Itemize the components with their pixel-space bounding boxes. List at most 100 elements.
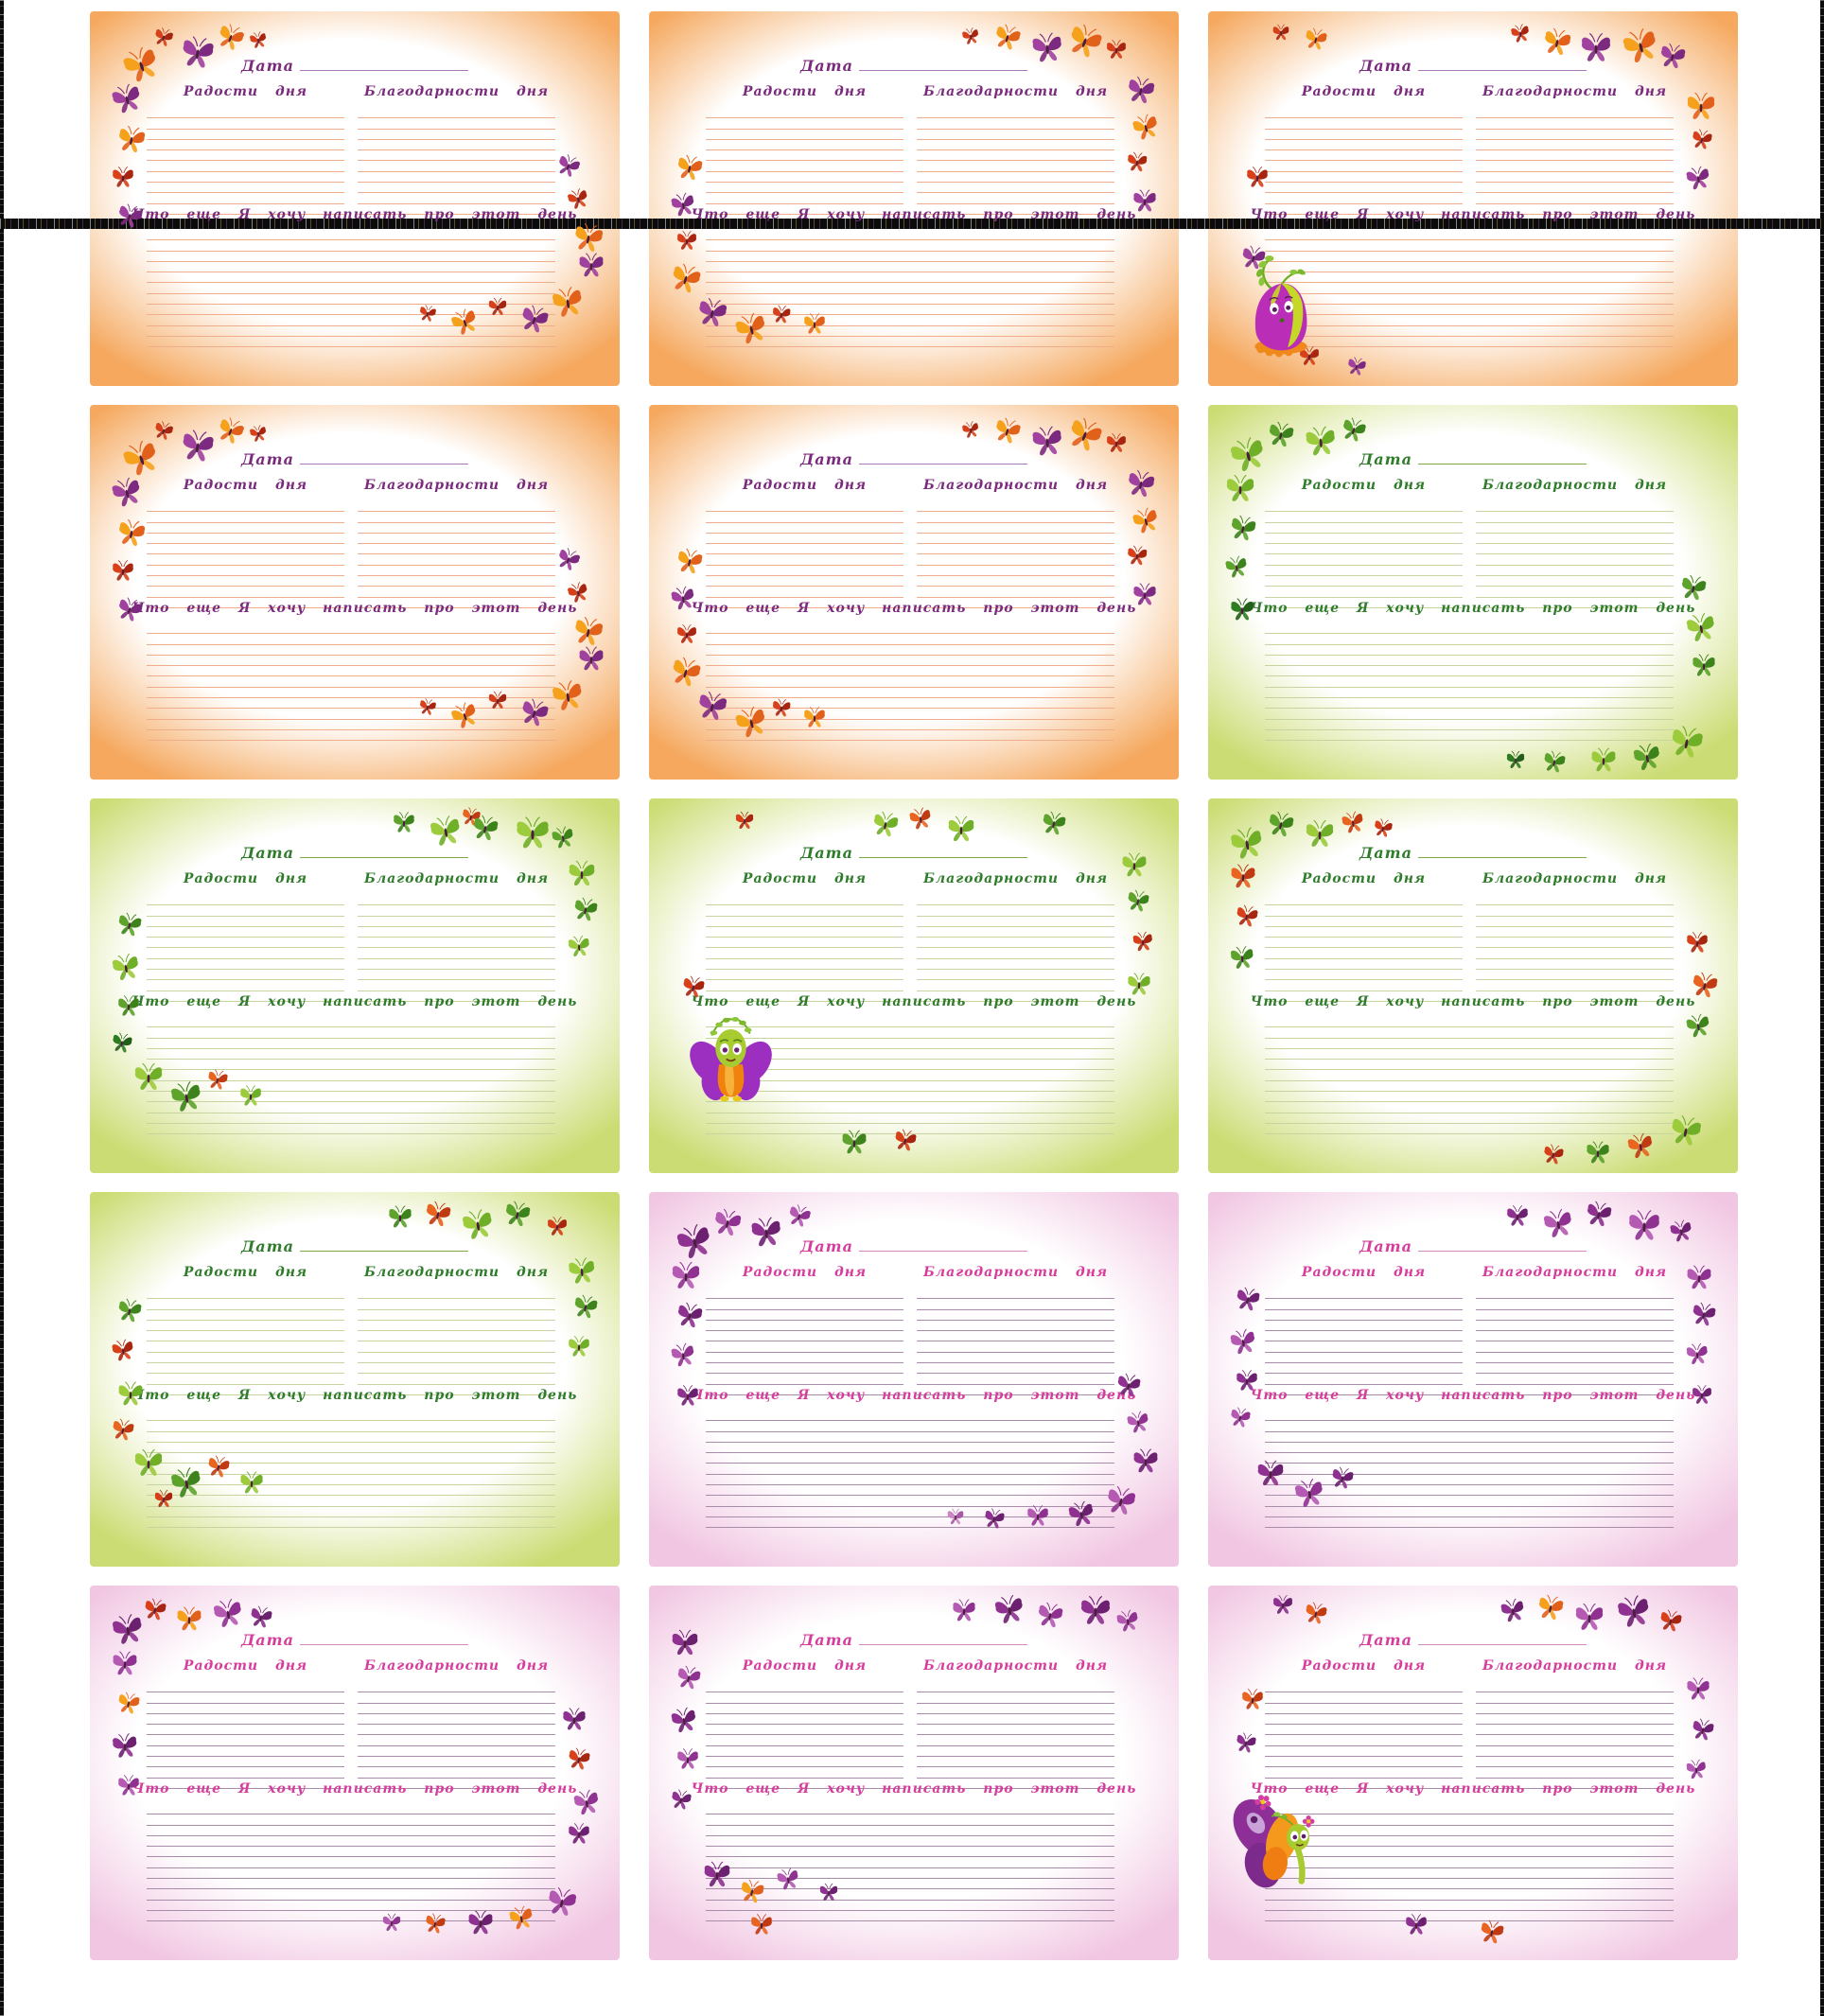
- joys-heading: Радости дня: [183, 1265, 308, 1280]
- ruled-line: [147, 645, 555, 656]
- butterfly-icon: [109, 1029, 135, 1056]
- ruled-line: [1476, 948, 1674, 959]
- ruled-line: [1476, 554, 1674, 566]
- ruled-line: [917, 1767, 1114, 1779]
- joys-lines: [1265, 501, 1463, 608]
- ruled-line: [917, 1363, 1114, 1375]
- gratitude-heading: Благодарности дня: [922, 871, 1109, 886]
- gratitude-heading: Благодарности дня: [1482, 1265, 1668, 1280]
- ruled-line: [917, 140, 1114, 151]
- ruled-line: [147, 1049, 555, 1061]
- butterfly-icon: [1339, 808, 1367, 836]
- ruled-line: [706, 1331, 903, 1342]
- butterfly-icon: [570, 1291, 600, 1322]
- date-row: Дата: [1208, 57, 1738, 76]
- ruled-line: [147, 1767, 344, 1779]
- ruled-line: [147, 252, 555, 262]
- ruled-line: [358, 501, 555, 513]
- gratitude-lines: [917, 108, 1114, 215]
- date-row: Дата: [649, 450, 1179, 469]
- ruled-line: [1476, 905, 1674, 917]
- ruled-line: [1265, 204, 1463, 215]
- ruled-line: [147, 1836, 555, 1848]
- butterfly-icon: [1688, 1299, 1718, 1329]
- ruled-line: [706, 709, 1114, 720]
- ruled-line: [917, 1299, 1114, 1310]
- gratitude-heading: Благодарности дня: [1482, 871, 1668, 886]
- ruled-line: [706, 1826, 1114, 1836]
- extra-lines: [706, 623, 1114, 742]
- butterfly-icon: [1128, 110, 1163, 145]
- ruled-line: [1476, 991, 1674, 1002]
- butterfly-icon: [869, 807, 903, 840]
- ruled-line: [1476, 895, 1674, 906]
- ruled-line: [917, 554, 1114, 566]
- butterfly-icon: [392, 810, 416, 834]
- ruled-line: [1265, 730, 1674, 742]
- ruled-line: [358, 1374, 555, 1385]
- ruled-line: [1265, 534, 1463, 545]
- date-label: Дата: [1359, 1237, 1412, 1255]
- ruled-line: [147, 598, 344, 608]
- ruled-line: [1265, 1113, 1674, 1124]
- ruled-line: [147, 1299, 344, 1310]
- ruled-line: [706, 1714, 903, 1726]
- gratitude-lines: [1476, 1288, 1674, 1395]
- butterfly-icon: [175, 1604, 203, 1633]
- column-headings: Радости дня Благодарности дня: [147, 478, 555, 493]
- ruled-line: [917, 895, 1114, 906]
- ruled-line: [1476, 959, 1674, 971]
- ruled-line: [706, 1310, 903, 1321]
- ruled-line: [1476, 1385, 1674, 1395]
- butterfly-icon: [1222, 552, 1251, 581]
- butterfly-icon: [247, 1603, 275, 1631]
- joys-lines: [706, 108, 903, 215]
- ruled-line: [147, 656, 555, 667]
- ruled-line: [1265, 1826, 1674, 1836]
- butterfly-icon: [784, 1201, 815, 1231]
- columns: [1265, 1682, 1674, 1789]
- ruled-line: [1476, 938, 1674, 949]
- ruled-line: [917, 193, 1114, 204]
- gratitude-lines: [917, 1288, 1114, 1395]
- ruled-line: [147, 1889, 555, 1901]
- joys-heading: Радости дня: [1301, 871, 1427, 886]
- butterfly-icon: [675, 622, 698, 645]
- joys-lines: [706, 895, 903, 1002]
- ruled-line: [706, 140, 903, 151]
- butterfly-icon: [114, 1689, 143, 1717]
- ruled-line: [706, 1868, 1114, 1880]
- ruled-line: [1265, 1092, 1674, 1103]
- butterfly-icon: [1344, 355, 1368, 378]
- date-underline: [1417, 845, 1587, 858]
- joys-heading: Радости дня: [742, 1658, 868, 1674]
- extra-heading: Что еще Я хочу написать про этот день: [691, 994, 1137, 1009]
- ruled-line: [706, 554, 903, 566]
- ruled-line: [917, 991, 1114, 1002]
- journal-page-card: Дата Радости дня Благодарности дня Что е…: [1208, 405, 1738, 780]
- ruled-line: [147, 305, 555, 316]
- date-label: Дата: [241, 450, 294, 468]
- butterfly-icon: [1233, 1730, 1259, 1757]
- butterfly-icon: [951, 1597, 977, 1623]
- ruled-line: [147, 1804, 555, 1815]
- butterfly-icon: [668, 1340, 698, 1370]
- ruled-line: [147, 1124, 555, 1135]
- butterfly-icon: [500, 1198, 534, 1231]
- ruled-line: [1476, 140, 1674, 151]
- butterfly-icon: [1691, 652, 1717, 678]
- butterfly-icon: [1539, 24, 1574, 59]
- ruled-line: [1265, 1411, 1674, 1422]
- ruled-line: [1265, 1682, 1463, 1693]
- ruled-line: [147, 1363, 344, 1375]
- ruled-line: [706, 720, 1114, 730]
- butterfly-icon: [577, 644, 605, 673]
- ruled-line: [1265, 905, 1463, 917]
- ruled-line: [1476, 598, 1674, 608]
- extra-lines: [147, 1411, 555, 1529]
- ruled-line: [1476, 1288, 1674, 1300]
- ruled-line: [917, 1779, 1114, 1789]
- ruled-line: [706, 959, 903, 971]
- ruled-line: [1265, 1767, 1463, 1779]
- ruled-line: [706, 1432, 1114, 1443]
